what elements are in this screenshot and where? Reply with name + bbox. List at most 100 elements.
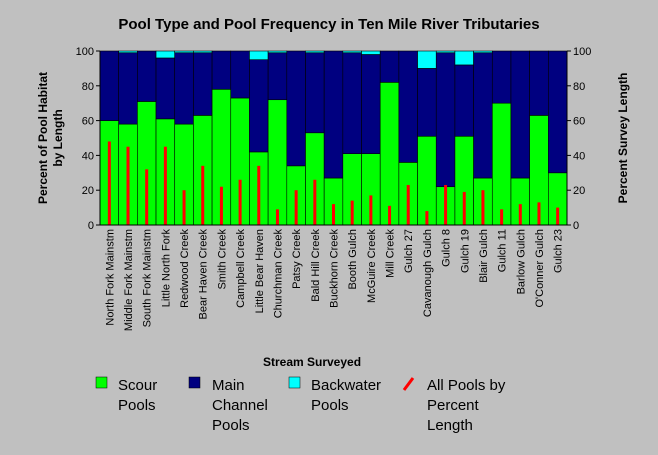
bar-backwater: [155, 50, 176, 59]
legend-swatch-backwater: [288, 376, 301, 389]
bar-main-channel: [267, 52, 288, 101]
legend-allpools-line3: Length: [427, 417, 473, 434]
y-tick-label-left: 20: [82, 185, 94, 197]
category-label: Little Bear Haven: [254, 229, 266, 313]
category-label: Bald Hill Creek: [310, 229, 322, 302]
legend-backwater-line1: Backwater: [311, 377, 381, 394]
category-label: O'Conner Gulch: [534, 229, 546, 308]
y-tick-label-right: 40: [573, 150, 585, 162]
y-axis-right-label: Percent Survey Length: [616, 73, 630, 204]
x-axis-label: Stream Surveyed: [263, 355, 361, 369]
y-tick-label-left: 100: [76, 46, 94, 58]
bar-main-channel: [230, 50, 250, 99]
percent-length-markers: [107, 141, 560, 225]
bar-main-channel: [398, 50, 418, 163]
bar-backwater: [267, 50, 288, 54]
percent-length-marker: [163, 146, 167, 225]
category-label: Barlow Gulch: [515, 229, 527, 294]
y-tick-label-right: 60: [573, 116, 585, 128]
bar-backwater: [342, 50, 362, 54]
y-tick-label-left: 40: [82, 150, 94, 162]
bar-main-channel: [137, 50, 157, 102]
percent-length-marker: [126, 146, 130, 225]
category-label: Gulch 19: [459, 229, 471, 273]
bar-main-channel: [510, 50, 530, 179]
legend-swatch-allpools: [402, 377, 415, 391]
bars-group: [99, 50, 568, 226]
category-label: South Fork Mainstm: [142, 229, 154, 327]
category-label: McGuire Creek: [366, 229, 378, 303]
legend-scour-line2: Pools: [118, 397, 156, 414]
legend-allpools-line2: Percent: [427, 397, 480, 414]
bar-main-channel: [193, 52, 213, 116]
bar-main-channel: [342, 52, 362, 154]
bar-main-channel: [174, 52, 194, 125]
bar-main-channel: [473, 52, 493, 179]
legend: Scour Pools Main Channel Pools Backwater…: [95, 376, 506, 434]
bar-main-channel: [491, 50, 512, 104]
bar-main-channel: [548, 50, 568, 174]
bar-main-channel: [323, 50, 344, 179]
bar-backwater: [473, 50, 493, 54]
bar-backwater: [454, 50, 474, 66]
bar-scour: [491, 102, 512, 226]
bar-backwater: [305, 50, 325, 54]
bar-main-channel: [155, 57, 176, 120]
y-axis-label-line2: by Length: [51, 109, 65, 166]
legend-main-line1: Main: [212, 377, 245, 394]
category-label: Gulch 23: [553, 229, 565, 273]
percent-length-marker: [107, 141, 111, 225]
percent-length-marker: [444, 184, 448, 225]
percent-length-marker: [219, 186, 223, 225]
category-label: Blair Gulch: [478, 229, 490, 283]
percent-length-marker: [556, 207, 560, 225]
y-tick-label-left: 80: [82, 81, 94, 93]
category-label: Churchman Creek: [272, 229, 284, 319]
bar-main-channel: [529, 50, 549, 116]
category-label: Booth Gulch: [347, 229, 359, 290]
legend-swatch-main: [188, 376, 201, 389]
bar-scour: [379, 82, 400, 226]
bar-main-channel: [305, 52, 325, 134]
legend-scour-line1: Scour: [118, 377, 157, 394]
category-label: Gulch 11: [497, 229, 509, 272]
category-label: Campbell Creek: [235, 229, 247, 308]
category-label: Patsy Creek: [291, 229, 303, 289]
bar-main-channel: [454, 64, 474, 137]
bar-backwater: [193, 50, 213, 54]
category-label: Buckhorn Creek: [329, 229, 341, 308]
percent-length-marker: [518, 204, 522, 225]
category-label: Gulch 27: [403, 229, 415, 273]
percent-length-marker: [369, 195, 373, 225]
y-tick-label-right: 80: [573, 81, 585, 93]
bar-backwater: [435, 50, 456, 54]
percent-length-marker: [145, 169, 149, 225]
y-tick-label-left: 0: [88, 220, 94, 232]
category-label: Redwood Creek: [179, 229, 191, 308]
percent-length-marker: [350, 200, 354, 225]
bar-main-channel: [249, 59, 269, 153]
percent-length-marker: [275, 209, 279, 225]
y-tick-label-right: 20: [573, 185, 585, 197]
y-tick-label-right: 0: [573, 220, 579, 232]
bar-main-channel: [417, 68, 437, 137]
axes: 0 0 20 20 40 40 60 60 80 80 100 100: [76, 46, 592, 232]
legend-main-line2: Channel: [212, 397, 268, 414]
category-label: Gulch 8: [441, 229, 453, 267]
y-tick-label-right: 100: [573, 46, 591, 58]
percent-length-marker: [332, 204, 335, 225]
percent-length-marker: [462, 191, 466, 225]
percent-length-marker: [537, 202, 541, 225]
percent-length-marker: [201, 165, 205, 225]
percent-length-marker: [500, 209, 504, 225]
bar-main-channel: [211, 50, 232, 90]
bar-backwater: [417, 50, 437, 69]
percent-length-marker: [238, 179, 242, 225]
y-axis-label-line1: Percent of Pool Habitat: [36, 72, 50, 204]
legend-backwater-line2: Pools: [311, 397, 349, 414]
percent-length-marker: [294, 190, 298, 225]
percent-length-marker: [406, 184, 410, 225]
percent-length-marker: [182, 190, 186, 225]
legend-swatch-scour: [95, 376, 108, 389]
